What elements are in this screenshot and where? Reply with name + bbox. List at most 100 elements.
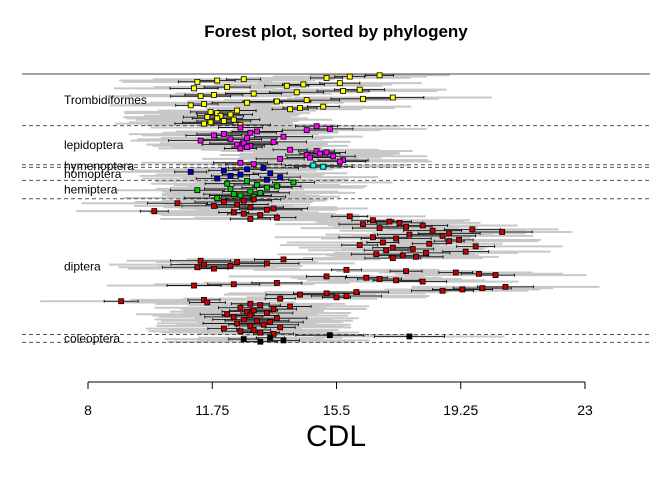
chart-title: Forest plot, sorted by phylogeny: [204, 22, 468, 41]
data-point: [247, 216, 254, 222]
data-point: [273, 214, 280, 221]
data-point: [230, 313, 237, 320]
data-point: [207, 108, 214, 115]
confidence-bands: [40, 74, 600, 343]
data-point: [376, 225, 383, 231]
data-point: [227, 263, 234, 269]
data-point: [346, 213, 353, 220]
data-point: [426, 240, 433, 247]
data-point: [317, 150, 323, 157]
data-point: [244, 135, 250, 141]
data-point: [237, 328, 244, 335]
data-point: [323, 290, 330, 297]
data-point: [356, 242, 363, 248]
data-point: [479, 285, 486, 292]
data-point: [310, 162, 317, 169]
group-label-homoptera: homoptera: [64, 167, 122, 181]
data-point: [300, 81, 307, 88]
group-label-trombidiformes: Trombidiformes: [64, 93, 147, 107]
x-axis-title: CDL: [306, 420, 366, 453]
data-point: [283, 82, 290, 89]
data-point: [214, 77, 221, 84]
data-point: [204, 299, 211, 306]
data-point: [340, 88, 347, 94]
data-point: [360, 95, 366, 102]
data-point: [472, 243, 479, 250]
group-label-lepidoptera: lepidoptera: [64, 138, 124, 152]
data-point: [194, 78, 201, 85]
data-point: [273, 98, 280, 105]
data-point: [244, 166, 250, 173]
data-point: [320, 163, 327, 170]
data-point: [379, 239, 386, 246]
data-point: [363, 274, 370, 281]
data-point: [201, 101, 207, 107]
data-point: [237, 159, 244, 166]
data-point: [429, 227, 436, 234]
data-point: [396, 219, 403, 226]
data-point: [293, 89, 300, 96]
data-point: [393, 235, 400, 242]
data-point: [277, 324, 284, 331]
data-point: [260, 321, 267, 328]
data-point: [191, 85, 197, 92]
data-point: [220, 131, 227, 137]
data-point: [207, 119, 214, 126]
data-point: [452, 269, 459, 276]
data-point: [240, 210, 247, 217]
data-point: [187, 102, 194, 109]
data-point: [370, 217, 376, 224]
data-point: [234, 107, 241, 114]
data-point: [250, 327, 257, 333]
data-point: [277, 155, 284, 162]
data-point: [333, 294, 340, 301]
data-point: [250, 196, 257, 203]
data-point: [234, 320, 241, 327]
data-point: [247, 204, 254, 211]
data-point: [323, 75, 330, 81]
data-point: [264, 206, 270, 213]
data-point: [240, 336, 247, 342]
data-point: [273, 183, 280, 190]
data-point: [230, 116, 237, 123]
data-point: [373, 251, 380, 258]
data-point: [244, 144, 250, 151]
data-point: [227, 136, 234, 143]
data-point: [267, 319, 274, 326]
data-point: [211, 132, 217, 139]
data-point: [257, 212, 264, 218]
group-label-coleoptera: coleoptera: [64, 331, 120, 345]
x-tick-label: 11.75: [195, 402, 229, 418]
data-point: [254, 182, 260, 188]
group-label-hymenoptera: hymenoptera: [64, 159, 134, 173]
data-point: [287, 146, 294, 153]
data-point: [343, 293, 350, 299]
data-point: [307, 154, 313, 161]
data-point: [250, 161, 257, 168]
data-point: [270, 139, 277, 145]
data-point: [330, 153, 337, 160]
data-point: [389, 255, 396, 262]
data-point: [383, 247, 390, 254]
data-point: [247, 312, 254, 319]
data-point: [187, 169, 194, 175]
data-point: [237, 171, 244, 178]
data-point: [257, 329, 264, 336]
data-point: [406, 333, 413, 340]
data-point: [211, 202, 217, 209]
data-point: [224, 84, 231, 90]
data-point: [197, 257, 204, 264]
data-point: [247, 129, 254, 136]
group-label-diptera: diptera: [64, 260, 101, 274]
data-point: [244, 178, 250, 184]
data-point: [403, 268, 409, 275]
data-point: [336, 158, 343, 165]
data-point: [446, 238, 453, 245]
data-point: [303, 97, 310, 104]
data-point: [389, 244, 396, 251]
data-point: [386, 218, 393, 225]
data-point: [247, 300, 254, 307]
data-point: [240, 316, 247, 323]
data-point: [280, 256, 287, 263]
